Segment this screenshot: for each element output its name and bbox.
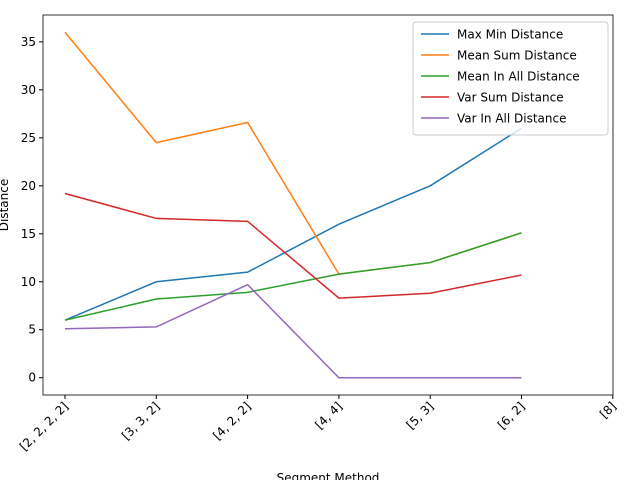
x-tick-label: [3, 3, 2] <box>119 399 163 443</box>
x-tick-label: [2, 2, 2, 2] <box>17 399 71 453</box>
x-tick-label: [4, 2, 2] <box>210 399 254 443</box>
y-tick-label: 25 <box>21 131 36 145</box>
series-line <box>64 192 522 299</box>
series-line <box>64 232 522 321</box>
legend-label: Mean Sum Distance <box>457 49 577 63</box>
y-tick-label: 30 <box>21 83 36 97</box>
legend-label: Max Min Distance <box>457 28 563 42</box>
plot-frame <box>42 14 614 396</box>
legend: Max Min Distance Mean Sum Distance Mean In… <box>412 21 609 136</box>
y-axis-label: Distance <box>0 179 11 231</box>
y-tick-label: 0 <box>28 371 36 385</box>
y-tick-label: 10 <box>21 275 36 289</box>
series-line <box>64 283 522 379</box>
y-tick-label: 5 <box>28 323 36 337</box>
x-tick-label: [6, 2] <box>495 399 528 432</box>
x-tick-label: [4, 4] <box>312 399 345 432</box>
legend-label: Mean In All Distance <box>457 70 580 84</box>
y-tick-label: 15 <box>21 227 36 241</box>
x-axis-label: Segment Method <box>277 471 380 480</box>
legend-box <box>412 21 609 136</box>
x-tick-label: [5, 3] <box>404 399 437 432</box>
legend-label: Var Sum Distance <box>457 91 564 105</box>
series-line <box>64 127 522 321</box>
y-tick-label: 35 <box>21 35 36 49</box>
x-tick-label: [8] <box>597 399 619 421</box>
legend-label: Var In All Distance <box>457 112 567 126</box>
y-tick-label: 20 <box>21 179 36 193</box>
